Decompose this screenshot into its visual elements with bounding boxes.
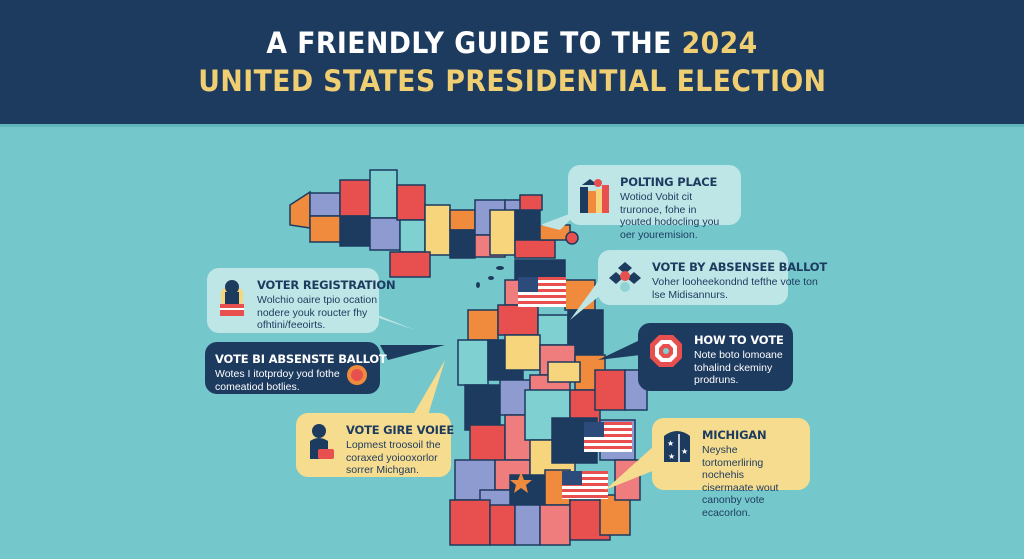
- callout-body: Wotes I itotprdoy yod fothe comeatiod bo…: [215, 368, 340, 393]
- title-banner: A FRIENDLY GUIDE TO THE 2024 UNITED STAT…: [0, 0, 1024, 127]
- callout-body: Wolchio oaire tpio ocation nodere youk r…: [257, 294, 378, 331]
- network-nodes-icon: [609, 262, 641, 292]
- callout-body: Note boto lomoane tohalind ckeminy prodr…: [694, 349, 783, 386]
- person-with-bag-icon: [310, 424, 334, 459]
- callout-vote-bi-absenste-ballot: VOTE BI ABSENSTE BALLOT Wotes I itotprdo…: [205, 342, 387, 394]
- title-line-2: UNITED STATES PRESIDENTIAL ELECTION: [197, 64, 827, 98]
- bubble-pointer: [605, 445, 655, 490]
- callout-body: Voher looheekondnd tefthe vote ton lse M…: [652, 276, 818, 301]
- sun-badge-icon: [347, 365, 367, 385]
- star-icon: [510, 472, 532, 493]
- callout-body: Wotiod Vobit cit truronoe, fohe in youte…: [620, 191, 720, 241]
- bubble-pointer: [598, 340, 640, 360]
- callout-title: VOTER REGISTRATION: [257, 278, 396, 292]
- bubble-pointer: [410, 360, 445, 425]
- upper-peninsula: [289, 169, 579, 278]
- callout-body: Lopmest troosoil the coraxed yoiooxorlor…: [346, 439, 441, 476]
- callout-vote-by-absensee-ballot: VOTE BY ABSENSEE BALLOT Voher looheekond…: [598, 250, 827, 305]
- voter-person-icon: [220, 280, 244, 316]
- michigan-flag-stars-icon: ★ ★ ★: [664, 431, 690, 462]
- ballot-seal-icon: [650, 335, 682, 367]
- michigan-map: [289, 169, 655, 546]
- callout-title: POLTING PLACE: [620, 175, 718, 189]
- svg-text:★: ★: [667, 439, 674, 448]
- callout-title: MICHIGAN: [702, 428, 767, 442]
- title-line-1: A FRIENDLY GUIDE TO THE 2024: [266, 24, 757, 62]
- callout-body: Neyshe tortomerliring nochehis cisermaat…: [702, 444, 779, 519]
- callout-how-to-vote: HOW TO VOTE Note boto lomoane tohalind c…: [638, 323, 793, 391]
- callout-polling-place: POLTING PLACE Wotiod Vobit cit truronoe,…: [568, 165, 741, 241]
- callout-michigan: ★ ★ ★ MICHIGAN Neyshe tortomerliring noc…: [652, 418, 810, 519]
- callout-vote-gire-voiee: VOTE GIRE VOIEE Lopmest troosoil the cor…: [296, 413, 455, 477]
- svg-text:★: ★: [681, 447, 688, 456]
- us-flag: [518, 277, 566, 307]
- title-year: 2024: [681, 26, 758, 60]
- bubble-pointer: [380, 345, 445, 360]
- infographic-area: POLTING PLACE Wotiod Vobit cit truronoe,…: [0, 130, 1024, 559]
- callout-title: VOTE BI ABSENSTE BALLOT: [215, 352, 387, 366]
- callout-title: VOTE GIRE VOIEE: [346, 423, 455, 437]
- lower-peninsula: [449, 259, 648, 546]
- callout-title: HOW TO VOTE: [694, 333, 784, 347]
- title-text: A FRIENDLY GUIDE TO THE: [266, 26, 672, 60]
- callout-title: VOTE BY ABSENSEE BALLOT: [652, 260, 828, 274]
- polling-booth-icon: [580, 179, 609, 213]
- svg-text:★: ★: [668, 452, 675, 461]
- us-flag: [584, 422, 632, 452]
- callout-voter-registration: VOTER REGISTRATION Wolchio oaire tpio oc…: [207, 268, 396, 333]
- us-flag: [562, 471, 608, 499]
